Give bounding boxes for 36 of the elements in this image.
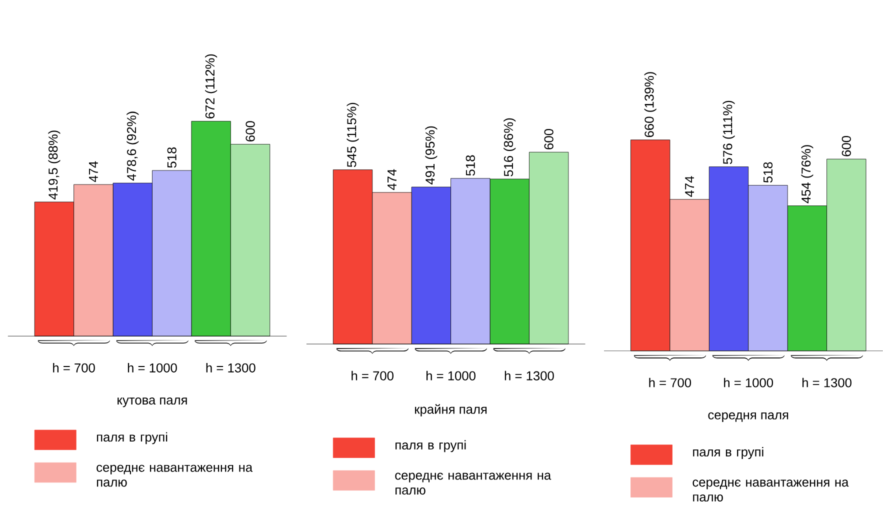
data-label: 600 [544, 129, 554, 150]
x-axis-title: крайня паля [415, 404, 487, 416]
x-tick-label: h = 1000 [724, 378, 774, 388]
legend-label: паля в групі [396, 440, 466, 452]
data-label: 518 [167, 147, 176, 168]
legend-label: паля в групі [96, 432, 168, 444]
legend-label: середнє навантаження на палю [395, 472, 552, 495]
legend-label: середнє навантаження на палю [96, 464, 253, 487]
x-tick-label: h = 700 [53, 363, 95, 372]
data-label: 419,5 (88%) [48, 130, 60, 200]
legend-label: паля в групі [693, 447, 764, 460]
x-tick-label: h = 1300 [802, 378, 852, 388]
data-label: 478,6 (92%) [126, 112, 139, 181]
x-tick-label: h = 1000 [128, 363, 177, 372]
data-label: 474 [685, 176, 694, 197]
x-axis-title: кутова паля [118, 398, 187, 408]
data-label: 600 [842, 136, 851, 156]
x-tick-label: h = 1300 [504, 370, 554, 380]
data-label: 545 (115%) [346, 102, 359, 168]
x-tick-label: h = 700 [649, 378, 692, 388]
data-label: 454 (76%) [801, 145, 814, 204]
data-label: 516 (86%) [504, 118, 516, 176]
data-label: 518 [763, 162, 773, 183]
x-tick-label: h = 1300 [206, 363, 256, 372]
data-label: 518 [466, 155, 475, 176]
legend-label: середнє навантаження на палю [692, 480, 849, 502]
data-label: 474 [388, 169, 396, 190]
data-label: 600 [246, 121, 255, 142]
data-label: 660 (139%) [644, 72, 656, 138]
x-tick-label: h = 1000 [426, 370, 476, 380]
data-label: 672 (112%) [205, 54, 218, 118]
data-label: 491 (95%) [425, 126, 438, 185]
data-label: 576 (111%) [722, 100, 735, 164]
x-tick-label: h = 700 [352, 370, 394, 380]
x-axis-title: середня паля [708, 412, 788, 422]
data-label: 474 [89, 161, 98, 182]
